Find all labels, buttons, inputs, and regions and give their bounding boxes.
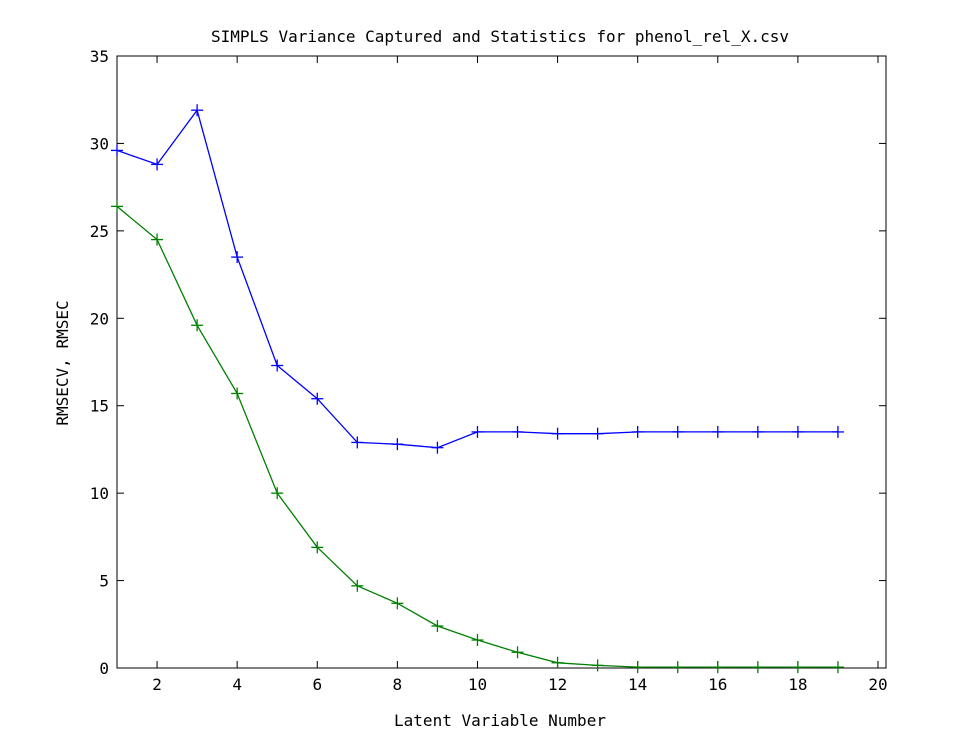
axes: 2 4 6 8 10 12 14 16 18 20 0 5 10 15 20 25 30 35	[90, 47, 888, 694]
data-point-marker	[511, 425, 524, 438]
data-point-marker	[151, 233, 164, 246]
x-tick-label: 4	[232, 675, 242, 694]
y-tick-label: 15	[90, 397, 109, 416]
data-point-marker	[551, 427, 564, 440]
plot-frame	[116, 55, 887, 669]
x-tick-label: 16	[708, 675, 727, 694]
data-point-marker	[191, 319, 204, 332]
data-point-marker	[311, 541, 324, 554]
y-tick-label: 25	[90, 222, 109, 241]
data-point-marker	[271, 359, 284, 372]
data-point-marker	[551, 656, 564, 669]
data-point-marker	[831, 425, 844, 438]
data-point-marker	[191, 104, 204, 117]
data-point-marker	[351, 436, 364, 449]
data-point-marker	[111, 144, 123, 157]
x-tick-label: 8	[393, 675, 403, 694]
data-point-marker	[631, 425, 644, 438]
data-point-marker	[511, 646, 524, 659]
data-point-marker	[631, 661, 644, 674]
data-point-marker	[711, 661, 724, 674]
data-point-marker	[791, 425, 804, 438]
y-tick-label: 30	[90, 134, 109, 153]
data-point-marker	[431, 620, 444, 633]
x-tick-label: 6	[312, 675, 322, 694]
chart-title: SIMPLS Variance Captured and Statistics …	[211, 27, 789, 46]
data-point-marker	[591, 427, 604, 440]
data-point-marker	[231, 387, 244, 400]
y-axis-label: RMSECV, RMSEC	[53, 300, 72, 425]
data-point-marker	[271, 487, 284, 500]
series-1	[111, 104, 844, 454]
y-tick-label: 20	[90, 309, 109, 328]
data-point-marker	[831, 661, 844, 674]
data-point-marker	[791, 661, 804, 674]
y-tick-label: 10	[90, 484, 109, 503]
data-point-marker	[751, 425, 764, 438]
data-point-marker	[391, 597, 404, 610]
data-point-marker	[151, 158, 164, 171]
data-point-marker	[431, 441, 444, 454]
series-group	[111, 104, 844, 674]
data-point-marker	[111, 200, 123, 213]
x-axis-label: Latent Variable Number	[394, 711, 606, 730]
data-point-marker	[351, 579, 364, 592]
x-tick-label: 2	[152, 675, 162, 694]
series-2	[111, 200, 844, 674]
x-tick-label: 12	[548, 675, 567, 694]
data-point-marker	[671, 661, 684, 674]
data-point-marker	[711, 425, 724, 438]
x-tick-label: 20	[868, 675, 887, 694]
data-point-marker	[471, 425, 484, 438]
data-point-marker	[751, 661, 764, 674]
y-tick-label: 35	[90, 47, 109, 66]
data-point-marker	[311, 392, 324, 405]
series-line	[116, 108, 838, 449]
y-tick-label: 5	[99, 572, 109, 591]
data-point-marker	[231, 251, 244, 264]
data-point-marker	[391, 438, 404, 451]
x-tick-label: 10	[468, 675, 487, 694]
data-point-marker	[671, 425, 684, 438]
data-point-marker	[591, 659, 604, 672]
y-tick-label: 0	[99, 659, 109, 678]
x-tick-label: 14	[628, 675, 647, 694]
data-point-marker	[471, 634, 484, 647]
x-tick-label: 18	[788, 675, 807, 694]
